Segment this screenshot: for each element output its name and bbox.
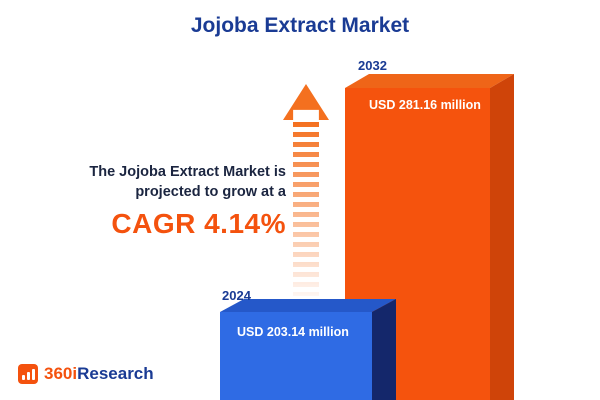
- description-line-2: projected to grow at a: [135, 183, 286, 200]
- brand-logo: 360iResearch: [18, 364, 154, 384]
- bar-2032-side-face: [490, 74, 514, 400]
- description-block: The Jojoba Extract Market is projected t…: [28, 163, 286, 240]
- page-title: Jojoba Extract Market: [190, 14, 410, 37]
- logo-text-research: Research: [77, 364, 154, 383]
- bar-2024: [220, 299, 396, 400]
- logo-icon: [18, 364, 38, 384]
- bar-2032-value-label: USD 281.16 million: [369, 98, 481, 112]
- bar-2024-top-face: [220, 299, 396, 312]
- description-line-1: The Jojoba Extract Market is: [89, 164, 286, 180]
- logo-icon-bar: [21, 375, 25, 380]
- growth-arrow-shaft-icon: [293, 122, 319, 296]
- bar-2024-front-face: [220, 312, 372, 400]
- logo-icon-bar: [31, 369, 35, 380]
- bar-2024-value-label: USD 203.14 million: [237, 325, 349, 339]
- logo-icon-bar: [26, 372, 30, 380]
- cagr-value: CAGR 4.14%: [111, 208, 286, 240]
- bar-2032-top-face: [345, 74, 514, 88]
- bar-2024-side-face: [372, 299, 396, 400]
- logo-text-360i: 360i: [44, 364, 78, 383]
- logo-text: 360iResearch: [44, 364, 154, 384]
- bar-2024-year-label: 2024: [222, 288, 251, 303]
- bar-2032-year-label: 2032: [358, 58, 387, 73]
